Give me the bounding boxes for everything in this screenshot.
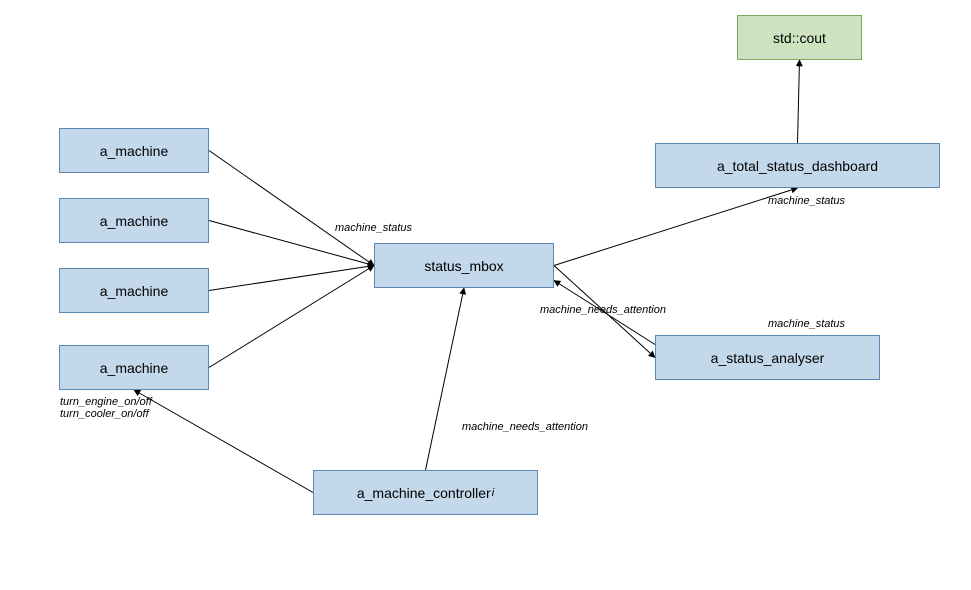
edge-label: machine_status	[335, 222, 412, 234]
edge-label: machine_status	[768, 318, 845, 330]
node-dashboard: a_total_status_dashboard	[655, 143, 940, 188]
node-machine2: a_machine	[59, 198, 209, 243]
edge-controller-to-machine4	[134, 390, 313, 493]
edge-status_mbox-to-dashboard	[554, 188, 798, 266]
node-label: a_total_status_dashboard	[717, 158, 878, 174]
node-label: a_status_analyser	[711, 350, 825, 366]
node-label: std::cout	[773, 30, 826, 46]
edge-dashboard-to-cout	[798, 60, 800, 143]
edge-label: turn_engine_on/off turn_cooler_on/off	[60, 396, 152, 420]
node-cout: std::cout	[737, 15, 862, 60]
edge-label: machine_status	[768, 195, 845, 207]
node-analyser: a_status_analyser	[655, 335, 880, 380]
node-label: a_machine	[100, 283, 169, 299]
node-subscript: i	[492, 487, 494, 499]
edge-machine1-to-status_mbox	[209, 151, 374, 266]
node-status_mbox: status_mbox	[374, 243, 554, 288]
edge-label: machine_needs_attention	[540, 304, 666, 316]
edge-machine3-to-status_mbox	[209, 266, 374, 291]
edge-machine4-to-status_mbox	[209, 266, 374, 368]
node-label: a_machine	[100, 360, 169, 376]
node-label: status_mbox	[424, 258, 503, 274]
edge-controller-to-status_mbox	[426, 288, 465, 470]
node-machine1: a_machine	[59, 128, 209, 173]
node-machine4: a_machine	[59, 345, 209, 390]
node-machine3: a_machine	[59, 268, 209, 313]
node-label: a_machine_controller	[357, 485, 491, 501]
edge-label: machine_needs_attention	[462, 421, 588, 433]
node-controller: a_machine_controlleri	[313, 470, 538, 515]
node-label: a_machine	[100, 143, 169, 159]
node-label: a_machine	[100, 213, 169, 229]
